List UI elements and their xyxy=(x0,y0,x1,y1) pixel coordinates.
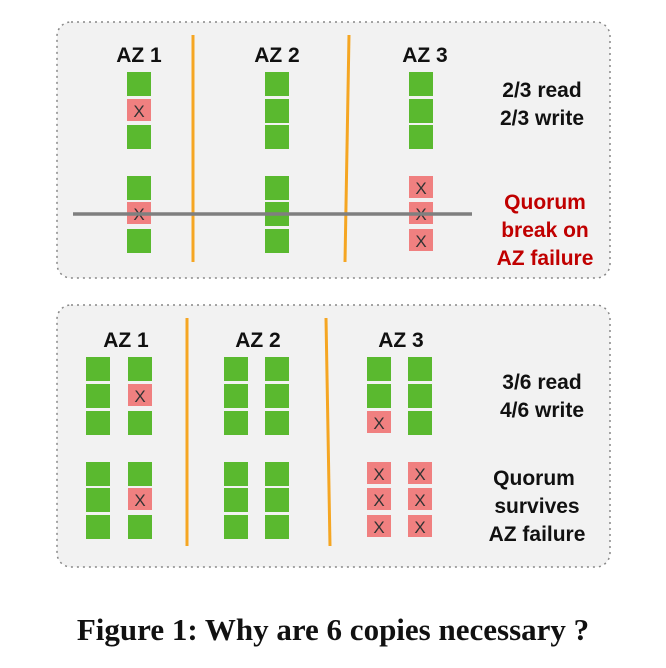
x-mark-icon: X xyxy=(373,491,384,510)
panel-six-copies-box xyxy=(56,304,611,568)
outcome-line-1: Quorum xyxy=(493,467,575,490)
healthy-copy xyxy=(224,411,248,435)
failed-copy xyxy=(409,176,433,198)
healthy-copy xyxy=(127,176,151,200)
write-quorum-label: 2/3 write xyxy=(500,107,584,130)
healthy-copy xyxy=(128,462,152,486)
x-mark-icon: X xyxy=(414,491,425,510)
healthy-copy xyxy=(128,515,152,539)
healthy-copy xyxy=(86,515,110,539)
x-mark-icon: X xyxy=(414,518,425,537)
healthy-copy xyxy=(367,384,391,408)
failed-copy xyxy=(408,515,432,537)
figure-caption: Figure 1: Why are 6 copies necessary ? xyxy=(76,612,590,647)
outcome-line-2: break on xyxy=(501,219,589,242)
healthy-copy xyxy=(265,176,289,200)
healthy-copy xyxy=(224,488,248,512)
healthy-copy xyxy=(265,488,289,512)
healthy-copy xyxy=(265,384,289,408)
healthy-copy xyxy=(265,99,289,123)
failed-copy xyxy=(367,515,391,537)
healthy-copy xyxy=(86,411,110,435)
x-mark-icon: X xyxy=(415,179,426,198)
healthy-copy xyxy=(367,357,391,381)
healthy-copy xyxy=(265,229,289,253)
failed-copy xyxy=(128,384,152,406)
az-divider xyxy=(343,34,351,263)
healthy-copy xyxy=(86,462,110,486)
az1-label: AZ 1 xyxy=(103,329,149,352)
healthy-copy xyxy=(224,462,248,486)
failed-copy xyxy=(367,462,391,484)
healthy-copy xyxy=(86,357,110,381)
outcome-line-3: AZ failure xyxy=(497,247,594,270)
x-mark-icon: X xyxy=(134,491,145,510)
healthy-copy xyxy=(265,515,289,539)
healthy-copy xyxy=(127,72,151,96)
az3-label: AZ 3 xyxy=(402,44,448,67)
healthy-copy xyxy=(265,125,289,149)
x-mark-icon: X xyxy=(415,232,426,251)
healthy-copy xyxy=(265,357,289,381)
healthy-copy xyxy=(224,515,248,539)
az3-label: AZ 3 xyxy=(378,329,424,352)
failed-copy xyxy=(408,488,432,510)
healthy-copy xyxy=(409,99,433,123)
healthy-copy xyxy=(224,384,248,408)
x-mark-icon: X xyxy=(133,102,144,121)
healthy-copy xyxy=(408,357,432,381)
outcome-line-1: Quorum xyxy=(504,191,586,214)
healthy-copy xyxy=(265,411,289,435)
healthy-copy xyxy=(409,125,433,149)
healthy-copy xyxy=(86,384,110,408)
failed-copy xyxy=(367,411,391,433)
healthy-copy xyxy=(127,229,151,253)
x-mark-icon: X xyxy=(134,387,145,406)
x-mark-icon: X xyxy=(373,414,384,433)
outcome-line-3: AZ failure xyxy=(489,523,586,546)
healthy-copy xyxy=(408,384,432,408)
failed-copy xyxy=(128,488,152,510)
healthy-copy xyxy=(224,357,248,381)
az2-label: AZ 2 xyxy=(235,329,281,352)
x-mark-icon: X xyxy=(414,465,425,484)
healthy-copy xyxy=(127,125,151,149)
healthy-copy xyxy=(128,357,152,381)
x-mark-icon: X xyxy=(373,518,384,537)
read-quorum-label: 3/6 read xyxy=(502,371,581,394)
az-divider xyxy=(324,317,332,547)
healthy-copy xyxy=(86,488,110,512)
write-quorum-label: 4/6 write xyxy=(500,399,584,422)
az1-label: AZ 1 xyxy=(116,44,162,67)
az2-label: AZ 2 xyxy=(254,44,300,67)
healthy-copy xyxy=(265,72,289,96)
failed-copy xyxy=(409,229,433,251)
read-quorum-label: 2/3 read xyxy=(502,79,581,102)
healthy-copy xyxy=(408,411,432,435)
x-mark-icon: X xyxy=(373,465,384,484)
healthy-copy xyxy=(409,72,433,96)
failed-copy xyxy=(367,488,391,510)
failed-copy xyxy=(127,99,151,121)
failed-copy xyxy=(408,462,432,484)
healthy-copy xyxy=(128,411,152,435)
outcome-line-2: survives xyxy=(494,495,579,518)
healthy-copy xyxy=(265,462,289,486)
